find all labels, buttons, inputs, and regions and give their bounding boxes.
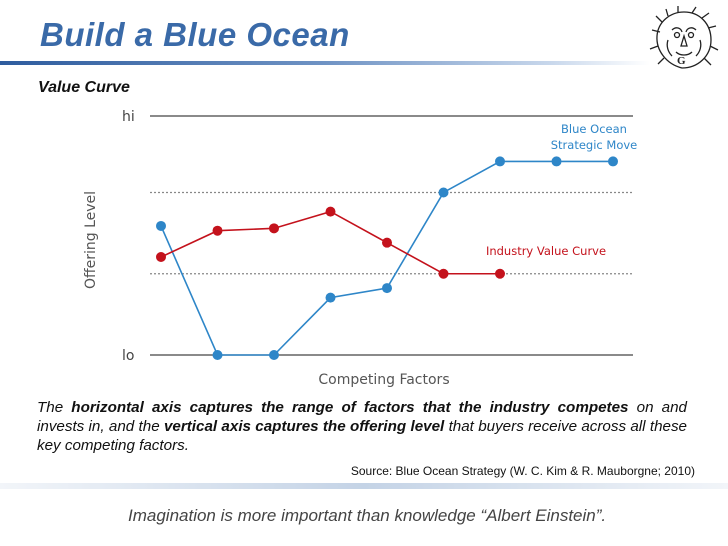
- title-divider: [0, 61, 650, 65]
- logo-monogram: G: [677, 55, 686, 67]
- data-point-blue-ocean: [156, 220, 166, 231]
- caption-text: on and invests in, and the: [37, 399, 687, 435]
- data-point-industry: [269, 223, 279, 234]
- data-point-industry: [212, 225, 223, 236]
- series-label-blue-ocean: Blue Ocean: [561, 122, 627, 136]
- y-axis-label: Offering Level: [83, 191, 99, 289]
- caption-bold-text: horizontal axis captures the range of fa…: [71, 399, 629, 416]
- data-point-blue-ocean: [269, 350, 279, 360]
- y-tick-label-hi: hi: [122, 109, 135, 125]
- data-point-industry: [382, 237, 392, 248]
- series-line-blue-ocean: [160, 160, 613, 356]
- caption-text: that buyers receive across all these key…: [37, 418, 687, 454]
- data-point-blue-ocean: [325, 292, 336, 303]
- data-point-blue-ocean: [495, 156, 505, 167]
- chart-caption: The horizontal axis captures the range o…: [37, 398, 687, 455]
- data-point-industry: [495, 268, 505, 279]
- x-axis-label: Competing Factors: [318, 372, 449, 388]
- data-point-blue-ocean: [551, 156, 562, 167]
- data-point-industry: [438, 268, 449, 279]
- series-label-blue-ocean: Strategic Move: [551, 138, 637, 152]
- page-title: Build a Blue Ocean: [40, 16, 350, 53]
- data-point-blue-ocean: [212, 350, 223, 360]
- footer-quote: Imagination is more important than knowl…: [128, 506, 607, 525]
- data-point-industry: [325, 206, 336, 217]
- data-point-blue-ocean: [438, 187, 449, 198]
- chart-subtitle: Value Curve: [38, 79, 130, 96]
- caption-text: The: [37, 399, 72, 416]
- series-label-industry: Industry Value Curve: [486, 244, 606, 258]
- data-point-industry: [156, 252, 166, 263]
- y-tick-label-lo: lo: [122, 348, 134, 364]
- lion-head-logo-icon: [649, 6, 719, 69]
- data-point-blue-ocean: [382, 283, 392, 294]
- footer-divider: [0, 483, 728, 489]
- value-curve-chart: hi lo Offering Level Competing Factors B…: [83, 109, 637, 388]
- series-line-industry: [160, 210, 500, 275]
- caption-bold-text: vertical axis captures the offering leve…: [163, 418, 445, 435]
- source-citation: Source: Blue Ocean Strategy (W. C. Kim &…: [350, 464, 695, 478]
- data-point-blue-ocean: [608, 156, 618, 167]
